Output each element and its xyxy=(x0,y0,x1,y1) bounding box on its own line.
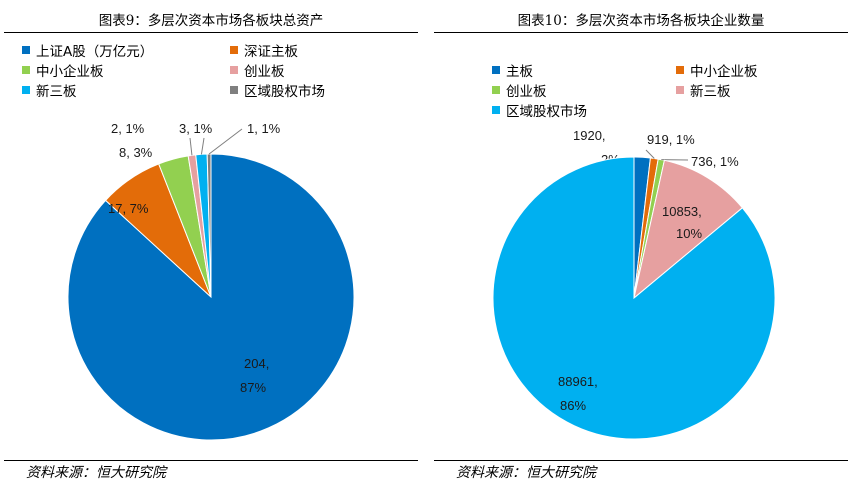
top-divider xyxy=(4,32,418,33)
legend-item: 创业板 xyxy=(230,60,285,80)
legend-item: 区域股权市场 xyxy=(492,100,587,120)
legend-item: 上证A股（万亿元） xyxy=(22,40,153,60)
legend-label: 新三板 xyxy=(36,84,77,100)
data-label: 1, 1% xyxy=(247,121,281,136)
data-label: 204, xyxy=(244,356,269,371)
chart-title: 图表10：多层次资本市场各板块企业数量 xyxy=(517,13,765,29)
pie-slice xyxy=(633,159,744,300)
data-label: 87% xyxy=(240,380,266,395)
legend-item: 中小企业板 xyxy=(22,60,104,80)
legend-label: 新三板 xyxy=(690,84,731,100)
data-label: 2, 1% xyxy=(111,121,145,136)
data-label: 17, 7% xyxy=(108,201,149,216)
legend-label: 深证主板 xyxy=(244,44,298,60)
legend-item: 区域股权市场 xyxy=(230,80,325,100)
legend-swatch xyxy=(676,86,684,94)
bottom-divider xyxy=(434,460,848,461)
legend-swatch xyxy=(22,46,30,54)
legend-item: 创业板 xyxy=(492,80,547,100)
data-label: 919, 1% xyxy=(647,132,695,147)
data-label: 736, 1% xyxy=(691,154,739,169)
pie-slice xyxy=(492,156,776,440)
leader-line xyxy=(200,137,205,155)
bottom-divider xyxy=(4,460,418,461)
chart-title: 图表9：多层次资本市场各板块总资产 xyxy=(98,13,324,29)
leader-line xyxy=(189,137,193,156)
leader-line xyxy=(208,128,243,155)
data-label: 86% xyxy=(560,398,586,413)
legend-swatch xyxy=(22,66,30,74)
legend-swatch xyxy=(492,86,500,94)
source-note: 资料来源：恒大研究院 xyxy=(26,465,166,481)
chart-panel-companies: 图表10：多层次资本市场各板块企业数量 主板 中小企业板 创业板 新三板 区域股… xyxy=(434,0,848,494)
legend-swatch xyxy=(230,46,238,54)
legend-label: 区域股权市场 xyxy=(506,104,587,120)
legend-item: 新三板 xyxy=(676,80,731,100)
data-label: 88961, xyxy=(558,374,598,389)
legend-label: 区域股权市场 xyxy=(244,84,325,100)
legend-swatch xyxy=(22,86,30,94)
pie-chart-assets: 204, 87% 17, 7% 8, 3% 2, 1% 3, 1% 1, 1% xyxy=(67,121,355,441)
legend-label: 主板 xyxy=(506,64,533,80)
legend-label: 中小企业板 xyxy=(36,64,104,80)
pie-chart-companies: 1920,2%919, 1%736, 1%10853,10%88961,86% xyxy=(492,128,776,440)
data-label: 1920, xyxy=(573,128,606,143)
legend-swatch xyxy=(230,66,238,74)
legend-swatch xyxy=(230,86,238,94)
source-note: 资料来源：恒大研究院 xyxy=(456,465,596,481)
legend-swatch xyxy=(676,66,684,74)
data-label: 10% xyxy=(676,226,702,241)
legend-item: 主板 xyxy=(492,60,533,80)
data-label: 10853, xyxy=(662,204,702,219)
legend-label: 创业板 xyxy=(506,84,547,100)
chart-panel-assets: 图表9：多层次资本市场各板块总资产 上证A股（万亿元） 深证主板 中小企业板 创… xyxy=(4,0,418,494)
legend-swatch xyxy=(492,106,500,114)
legend-item: 深证主板 xyxy=(230,40,298,60)
legend-item: 新三板 xyxy=(22,80,77,100)
leader-line xyxy=(645,149,655,159)
legend-label: 上证A股（万亿元） xyxy=(36,44,154,60)
legend-label: 创业板 xyxy=(244,64,285,80)
top-divider xyxy=(434,32,848,33)
legend-item: 中小企业板 xyxy=(676,60,758,80)
data-label: 3, 1% xyxy=(179,121,213,136)
legend-swatch xyxy=(492,66,500,74)
legend-label: 中小企业板 xyxy=(690,64,758,80)
data-label: 8, 3% xyxy=(119,145,153,160)
